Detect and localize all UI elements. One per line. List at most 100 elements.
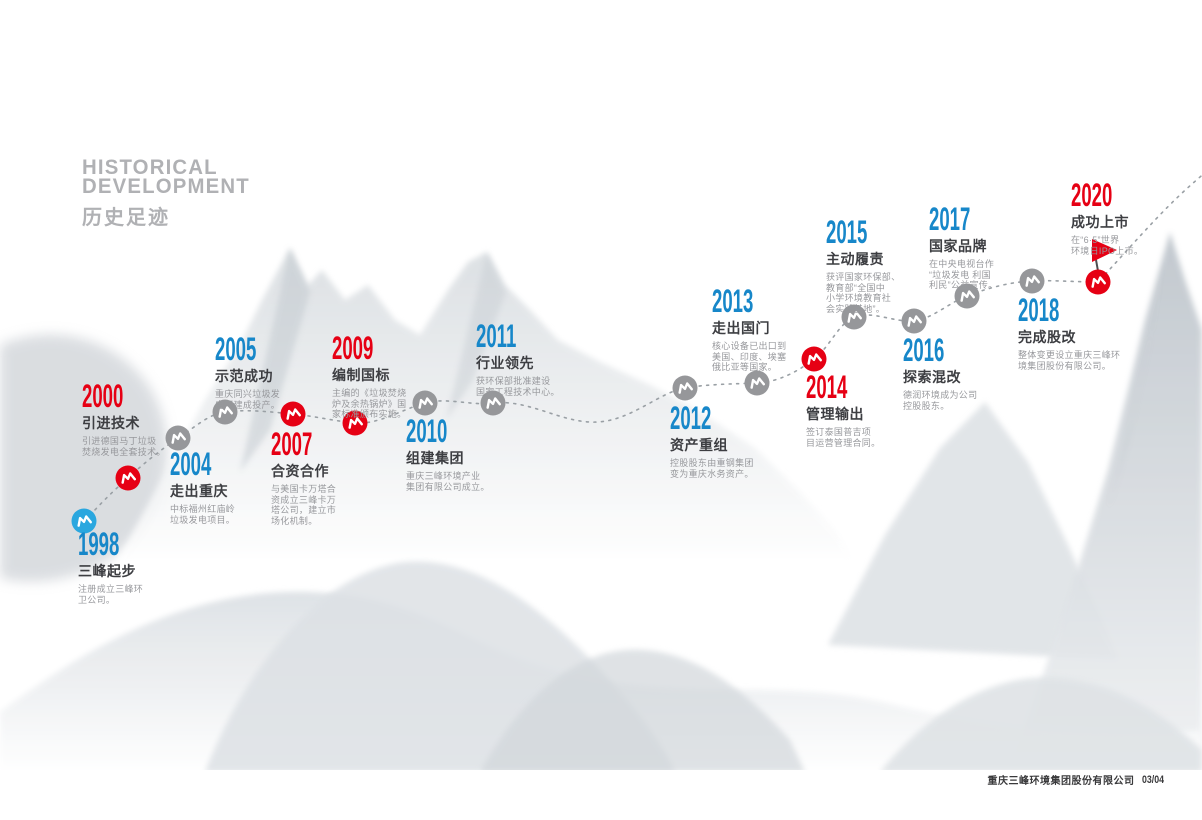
- milestone-desc: 注册成立三峰环 卫公司。: [78, 584, 144, 605]
- timeline-marker-2014: [801, 346, 827, 372]
- milestone-year: 2017: [929, 201, 971, 237]
- timeline-marker-2000: [115, 465, 141, 491]
- milestone-desc: 重庆三峰环境产业 集团有限公司成立。: [406, 471, 490, 492]
- sanfeng-logo-icon: [807, 353, 822, 365]
- milestone-title: 行业领先: [476, 355, 534, 371]
- page-title-en: HISTORICAL DEVELOPMENT: [82, 156, 250, 197]
- milestone-2017: 2017 国家品牌 在中央电视台作 “垃圾发电 利国 利民”公益宣传。: [929, 201, 1059, 291]
- sanfeng-logo-icon: [486, 397, 501, 409]
- milestone-year: 2012: [670, 400, 712, 436]
- milestone-2015: 2015 主动履责获评国家环保部、 教育部“全国中 小学环境教育社 会实践基地”。: [826, 214, 956, 314]
- timeline-marker-2017: [954, 283, 980, 309]
- milestone-title: 成功上市: [1071, 214, 1129, 230]
- timeline-marker-2010: [412, 390, 438, 416]
- milestone-2016: 2016 探索混改德润环境成为公司 控股股东。: [903, 332, 1033, 411]
- milestone-year: 2007: [271, 426, 313, 462]
- page-title-line1: HISTORICAL: [82, 156, 218, 179]
- milestone-year: 2018: [1018, 292, 1060, 328]
- milestone-desc: 获环保部批准建设 国家工程技术中心。: [476, 376, 560, 397]
- timeline-marker-2009: [342, 410, 368, 436]
- timeline-marker-1998: [71, 508, 97, 534]
- timeline-marker-2004: [165, 425, 191, 451]
- milestone-title: 示范成功: [215, 368, 273, 384]
- milestone-title: 组建集团: [406, 450, 464, 466]
- milestone-desc: 控股股东由重钢集团 变为重庆水务资产。: [670, 458, 754, 479]
- milestone-2011: 2011 行业领先获环保部批准建设 国家工程技术中心。: [476, 318, 606, 397]
- timeline-marker-2012: [672, 375, 698, 401]
- milestone-2012: 2012 资产重组控股股东由重钢集团 变为重庆水务资产。: [670, 400, 800, 479]
- milestone-year: 2020: [1071, 177, 1113, 213]
- milestone-year: 2013: [712, 283, 754, 319]
- milestone-desc: 在中央电视台作 “垃圾发电 利国 利民”公益宣传。: [929, 259, 998, 290]
- milestone-1998: 1998 三峰起步注册成立三峰环 卫公司。: [78, 526, 208, 605]
- milestone-2007: 2007 合资合作与美国卡万塔合 资成立三峰卡万 塔公司，建立市 场化机制。: [271, 426, 401, 526]
- timeline-marker-2018: [1019, 268, 1045, 294]
- milestone-year: 2009: [332, 330, 374, 366]
- milestone-title: 走出国门: [712, 320, 770, 336]
- milestone-desc: 获评国家环保部、 教育部“全国中 小学环境教育社 会实践基地”。: [826, 272, 901, 314]
- milestone-year: 2010: [406, 413, 448, 449]
- sanfeng-logo-icon: [960, 290, 975, 302]
- milestone-2018: 2018 完成股改整体变更设立重庆三峰环 境集团股份有限公司。: [1018, 292, 1148, 371]
- milestone-2020: 2020 成功上市在“6·5”世界 环境日IPO上市。: [1071, 177, 1201, 256]
- milestone-title: 主动履责: [826, 251, 884, 267]
- milestone-year: 1998: [78, 526, 120, 562]
- milestone-2005: 2005 示范成功重庆同兴垃圾发 电厂建成投产。: [215, 331, 345, 410]
- milestone-title: 管理输出: [806, 406, 864, 422]
- sanfeng-logo-icon: [286, 408, 301, 420]
- milestone-title: 引进技术: [82, 415, 140, 431]
- milestone-desc: 与美国卡万塔合 资成立三峰卡万 塔公司，建立市 场化机制。: [271, 484, 337, 526]
- milestone-title: 探索混改: [903, 369, 961, 385]
- milestone-desc: 重庆同兴垃圾发 电厂建成投产。: [215, 389, 281, 410]
- footer-company-name: 重庆三峰环境集团股份有限公司: [987, 776, 1135, 787]
- timeline-marker-2015: [841, 304, 867, 330]
- milestone-2009: 2009 编制国标主编的《垃圾焚烧 炉及余热锅炉》国 家标准颁布实施。: [332, 330, 462, 420]
- milestone-year: 2005: [215, 331, 257, 367]
- sanfeng-logo-icon: [218, 406, 233, 418]
- timeline-marker-2007: [280, 401, 306, 427]
- sanfeng-logo-icon: [171, 432, 186, 444]
- page-footer: 重庆三峰环境集团股份有限公司 03/04: [987, 772, 1170, 788]
- sanfeng-logo-icon: [750, 377, 765, 389]
- milestone-desc: 在“6·5”世界 环境日IPO上市。: [1071, 235, 1144, 256]
- milestone-2014: 2014 管理输出签订泰国普吉项 目运营管理合同。: [806, 369, 936, 448]
- milestone-title: 编制国标: [332, 367, 390, 383]
- milestone-desc: 整体变更设立重庆三峰环 境集团股份有限公司。: [1018, 350, 1121, 371]
- milestone-year: 2014: [806, 369, 848, 405]
- milestone-title: 三峰起步: [78, 563, 136, 579]
- milestone-year: 2004: [170, 446, 212, 482]
- milestone-year: 2015: [826, 214, 868, 250]
- page-title-cn: 历史足迹: [82, 207, 170, 229]
- milestone-year: 2016: [903, 332, 945, 368]
- milestone-2000: 2000 引进技术引进德国马丁垃圾 焚烧发电全套技术。: [82, 378, 212, 457]
- milestone-desc: 中标福州红庙岭 垃圾发电项目。: [170, 504, 236, 525]
- timeline-marker-2011: [480, 390, 506, 416]
- milestone-desc: 核心设备已出口到 美国、印度、埃塞 俄比亚等国家。: [712, 341, 787, 372]
- milestone-desc: 德润环境成为公司 控股股东。: [903, 390, 978, 411]
- sanfeng-logo-icon: [418, 397, 433, 409]
- milestone-desc: 签订泰国普吉项 目运营管理合同。: [806, 427, 881, 448]
- milestone-desc: 引进德国马丁垃圾 焚烧发电全套技术。: [82, 436, 166, 457]
- sanfeng-logo-icon: [678, 382, 693, 394]
- milestone-year: 2000: [82, 378, 124, 414]
- milestone-desc: 主编的《垃圾焚烧 炉及余热锅炉》国 家标准颁布实施。: [332, 388, 407, 419]
- milestone-year: 2011: [476, 318, 517, 354]
- milestone-2010: 2010 组建集团重庆三峰环境产业 集团有限公司成立。: [406, 413, 536, 492]
- page-header: HISTORICAL DEVELOPMENT 历史足迹: [82, 156, 255, 230]
- milestone-2013: 2013 走出国门核心设备已出口到 美国、印度、埃塞 俄比亚等国家。: [712, 283, 842, 373]
- sanfeng-logo-icon: [847, 311, 862, 323]
- timeline-marker-2013: [744, 370, 770, 396]
- sanfeng-logo-icon: [348, 417, 363, 429]
- footer-page-indicator: 03/04: [1142, 773, 1165, 786]
- sanfeng-logo-icon: [121, 472, 136, 484]
- milestone-title: 完成股改: [1018, 329, 1076, 345]
- timeline-marker-2005: [212, 399, 238, 425]
- milestone-title: 合资合作: [271, 463, 329, 479]
- milestone-title: 资产重组: [670, 437, 728, 453]
- flag-icon: [1092, 239, 1117, 272]
- milestone-title: 走出重庆: [170, 483, 228, 499]
- milestone-2004: 2004 走出重庆中标福州红庙岭 垃圾发电项目。: [170, 446, 300, 525]
